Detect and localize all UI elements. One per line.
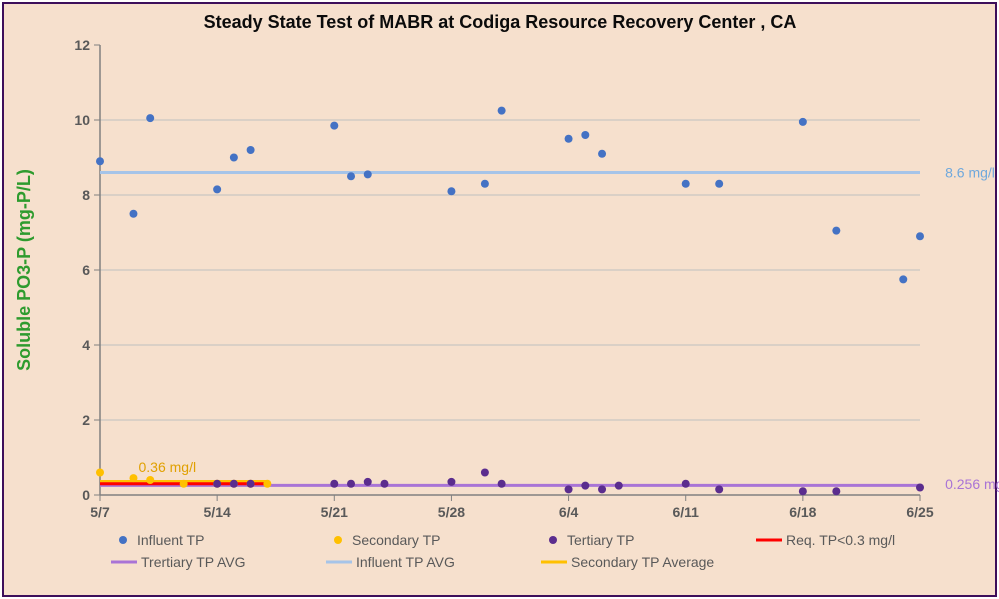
influent-point [581,131,589,139]
influent-point [799,118,807,126]
influent-point [498,107,506,115]
influent-point [330,122,338,130]
secondary-point [129,474,137,482]
chart-svg: Steady State Test of MABR at Codiga Reso… [0,0,999,599]
tertiary-point [213,480,221,488]
x-tick-label: 5/21 [321,504,348,520]
x-tick-label: 5/7 [90,504,110,520]
chart-container: Steady State Test of MABR at Codiga Reso… [0,0,999,599]
tertiary-point [682,480,690,488]
legend-label: Req. TP<0.3 mg/l [786,532,895,548]
x-tick-label: 5/28 [438,504,465,520]
influent-point [598,150,606,158]
tertiary-point [615,482,623,490]
y-tick-label: 6 [82,262,90,278]
tertiary-point [565,485,573,493]
secondary-point [146,476,154,484]
annotation: 0.36 mg/l [138,459,196,475]
tertiary-point [447,478,455,486]
y-tick-label: 8 [82,187,90,203]
influent-point [146,114,154,122]
influent-point [899,275,907,283]
influent-point [916,232,924,240]
y-tick-label: 12 [74,37,90,53]
legend-label: Trertiary TP AVG [141,554,246,570]
secondary-point [180,480,188,488]
tertiary-point [364,478,372,486]
legend-marker [549,536,557,544]
tertiary-point [498,480,506,488]
influent-point [447,187,455,195]
tertiary-point [581,482,589,490]
x-tick-label: 6/18 [789,504,816,520]
influent-point [213,185,221,193]
legend-marker [119,536,127,544]
x-tick-label: 5/14 [204,504,231,520]
influent-point [247,146,255,154]
legend-label: Influent TP AVG [356,554,455,570]
y-tick-label: 0 [82,487,90,503]
tertiary-point [715,485,723,493]
influent-point [364,170,372,178]
influent-point [347,172,355,180]
legend-label: Secondary TP [352,532,440,548]
x-tick-label: 6/25 [906,504,933,520]
y-axis-label: Soluble PO3-P (mg-P/L) [14,169,34,371]
y-tick-label: 10 [74,112,90,128]
influent-point [832,227,840,235]
y-tick-label: 4 [82,337,90,353]
tertiary-point [330,480,338,488]
influent-point [481,180,489,188]
influent-point [230,154,238,162]
influent-point [565,135,573,143]
tertiary-point [598,485,606,493]
tertiary-point [916,484,924,492]
secondary-point [96,469,104,477]
tertiary-point [799,487,807,495]
tertiary-point [347,480,355,488]
legend-label: Secondary TP Average [571,554,714,570]
y-tick-label: 2 [82,412,90,428]
influent-point [129,210,137,218]
x-tick-label: 6/11 [672,504,699,520]
chart-title: Steady State Test of MABR at Codiga Reso… [204,12,797,32]
annotation: 8.6 mg/l [945,165,995,181]
influent-point [715,180,723,188]
tertiary-point [832,487,840,495]
tertiary-point [247,480,255,488]
legend-label: Tertiary TP [567,532,634,548]
legend-label: Influent TP [137,532,204,548]
x-tick-label: 6/4 [559,504,579,520]
tertiary-point [380,480,388,488]
tertiary-point [481,469,489,477]
legend-marker [334,536,342,544]
influent-point [682,180,690,188]
secondary-point [263,480,271,488]
annotation: 0.256 mg/l [945,476,999,492]
tertiary-point [230,480,238,488]
influent-point [96,157,104,165]
plot-background [3,3,996,596]
